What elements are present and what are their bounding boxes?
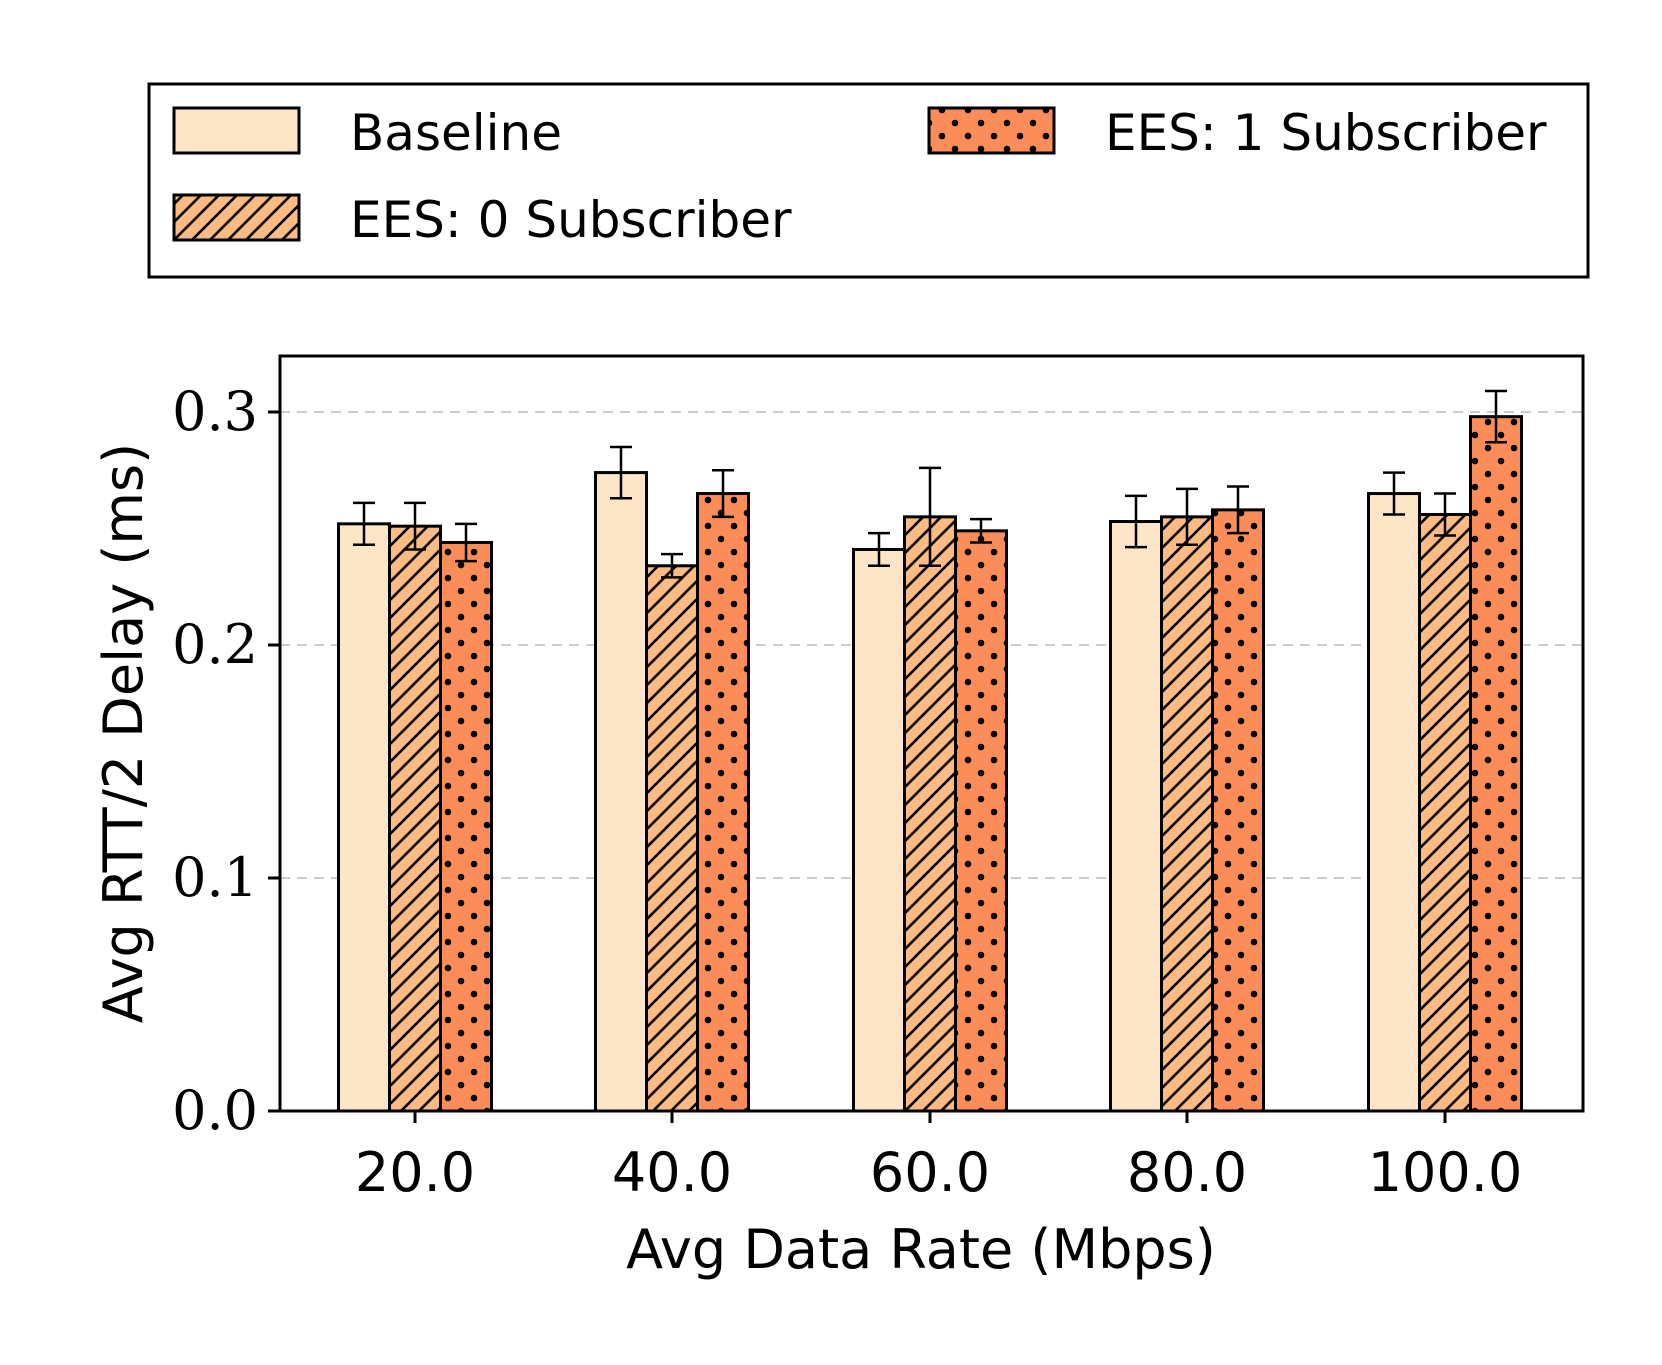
legend-swatch-ees-1 — [927, 106, 1056, 155]
bar-series0-cat2 — [852, 547, 906, 1113]
legend-label-ees-1: EES: 1 Subscriber — [1105, 104, 1547, 162]
y-axis-label: Avg RTT/2 Delay (ms) — [92, 443, 155, 1023]
bar-series1-cat4 — [1418, 513, 1472, 1113]
legend-frame — [147, 82, 1590, 279]
legend-swatch-ees-0 — [172, 193, 301, 242]
bar-series1-cat3 — [1160, 515, 1214, 1113]
bars — [337, 415, 1523, 1113]
y-tick-label-1: 0.1 — [172, 846, 258, 909]
bar-series0-cat1 — [594, 471, 648, 1113]
legend: Baseline EES: 0 Subscriber EES: 1 Subscr… — [147, 82, 1590, 279]
x-tick-label-3: 80.0 — [1127, 1141, 1247, 1204]
legend-swatch-baseline — [172, 106, 301, 155]
y-tick-label-2: 0.2 — [172, 613, 258, 676]
x-tick-label-2: 60.0 — [870, 1141, 990, 1204]
axis-ticks: 0.0 0.1 0.2 0.3 20.0 40.0 60.0 80.0 100.0 — [172, 380, 1522, 1204]
bar-series2-cat1 — [696, 492, 750, 1113]
bar-series2-cat0 — [439, 540, 493, 1113]
x-tick-label-0: 20.0 — [355, 1141, 475, 1204]
bar-series0-cat3 — [1109, 520, 1163, 1113]
bar-series1-cat2 — [903, 515, 957, 1113]
x-axis-label: Avg Data Rate (Mbps) — [626, 1218, 1216, 1281]
error-bars — [353, 389, 1507, 579]
bar-series2-cat4 — [1469, 415, 1523, 1113]
legend-label-ees-0: EES: 0 Subscriber — [350, 191, 792, 249]
bar-series0-cat4 — [1367, 492, 1421, 1113]
bar-series2-cat2 — [954, 529, 1008, 1113]
bar-series2-cat3 — [1211, 508, 1265, 1113]
y-tick-label-0: 0.0 — [172, 1079, 258, 1142]
bar-series1-cat0 — [388, 524, 442, 1113]
x-tick-label-4: 100.0 — [1368, 1141, 1523, 1204]
bar-series1-cat1 — [645, 564, 699, 1113]
bar-series0-cat0 — [337, 522, 391, 1113]
y-tick-label-3: 0.3 — [172, 380, 258, 443]
legend-label-baseline: Baseline — [350, 104, 562, 162]
x-tick-label-1: 40.0 — [612, 1141, 732, 1204]
